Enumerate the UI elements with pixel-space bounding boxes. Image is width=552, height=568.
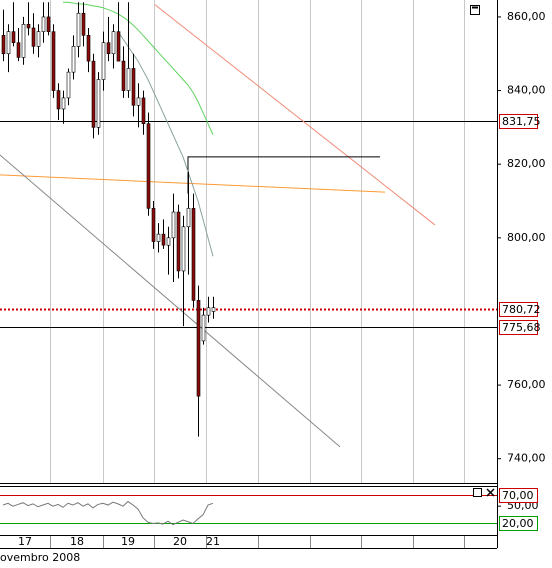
candle-body: [176, 211, 181, 272]
level-label-box: [499, 302, 538, 317]
candle-body: [86, 35, 91, 62]
y-tick-label: 740,00: [507, 452, 546, 465]
candle-body: [156, 233, 161, 242]
candle-body: [121, 60, 126, 91]
level-label-box: [499, 516, 538, 531]
candle-body: [21, 23, 26, 58]
level-label-box: [499, 488, 538, 503]
x-tick-label: 21: [206, 535, 220, 548]
y-tick-label: 760,00: [507, 378, 546, 391]
maximize-icon[interactable]: [470, 5, 480, 15]
candle-body: [31, 27, 36, 47]
candle-body: [146, 123, 151, 209]
main-panel: [0, 0, 497, 483]
close-icon[interactable]: [486, 488, 495, 497]
level-label: 780,72: [502, 303, 541, 316]
candle-body: [181, 226, 186, 272]
candle-body: [106, 42, 111, 55]
candle-body: [76, 12, 81, 47]
y-tick-label: 840,00: [507, 84, 546, 97]
candle-body: [96, 79, 101, 128]
candle-body: [56, 90, 61, 110]
candle-body: [116, 31, 121, 62]
candle-body: [171, 211, 176, 239]
candle-body: [46, 16, 51, 32]
candle-body: [186, 208, 191, 228]
candle-body: [81, 12, 86, 36]
candle-body: [151, 208, 156, 242]
candle-body: [16, 42, 21, 58]
candle-body: [36, 31, 41, 47]
candle-body: [71, 46, 76, 73]
x-tick-label: 19: [121, 535, 135, 548]
level-label-box: [499, 320, 538, 335]
candle-body: [191, 208, 196, 301]
candle-body: [111, 31, 116, 55]
candle-body: [196, 300, 201, 397]
candle-body: [51, 31, 56, 91]
y-tick-label: 860,00: [507, 10, 546, 23]
candle-body: [61, 97, 66, 110]
candle-body: [136, 97, 141, 106]
candle-body: [201, 314, 206, 342]
candle-body: [166, 237, 171, 246]
x-tick-label: 17: [18, 535, 32, 548]
x-tick-label: 20: [173, 535, 187, 548]
candle-body: [41, 16, 46, 32]
candle-body: [11, 31, 16, 44]
trend-line: [0, 154, 341, 448]
candle-body: [206, 307, 211, 316]
candle-body: [26, 23, 31, 29]
candle-body: [66, 71, 71, 99]
y-tick-label: 820,00: [507, 157, 546, 170]
candle-body: [91, 60, 96, 128]
candle-body: [101, 42, 106, 80]
x-tick-label: 18: [70, 535, 84, 548]
candle-body: [161, 233, 166, 246]
level-label: 70,00: [502, 489, 534, 502]
moving-average: [63, 1, 214, 135]
candle-body: [141, 97, 146, 124]
indicator-line: [2, 500, 214, 526]
level-label-box: [499, 114, 538, 129]
candle-body: [126, 68, 131, 91]
level-label: 20,00: [502, 517, 534, 530]
trend-line: [154, 4, 436, 226]
candle-body: [1, 35, 6, 55]
y-tick-label: 800,00: [507, 231, 546, 244]
candle-body: [131, 68, 136, 106]
candle-body: [211, 307, 216, 312]
x-axis-label: ovembro 2008: [0, 551, 80, 564]
level-label: 831,75: [502, 115, 541, 128]
level-label: 775,68: [502, 321, 541, 334]
candle-body: [6, 31, 11, 55]
maximize-icon[interactable]: [473, 488, 482, 497]
